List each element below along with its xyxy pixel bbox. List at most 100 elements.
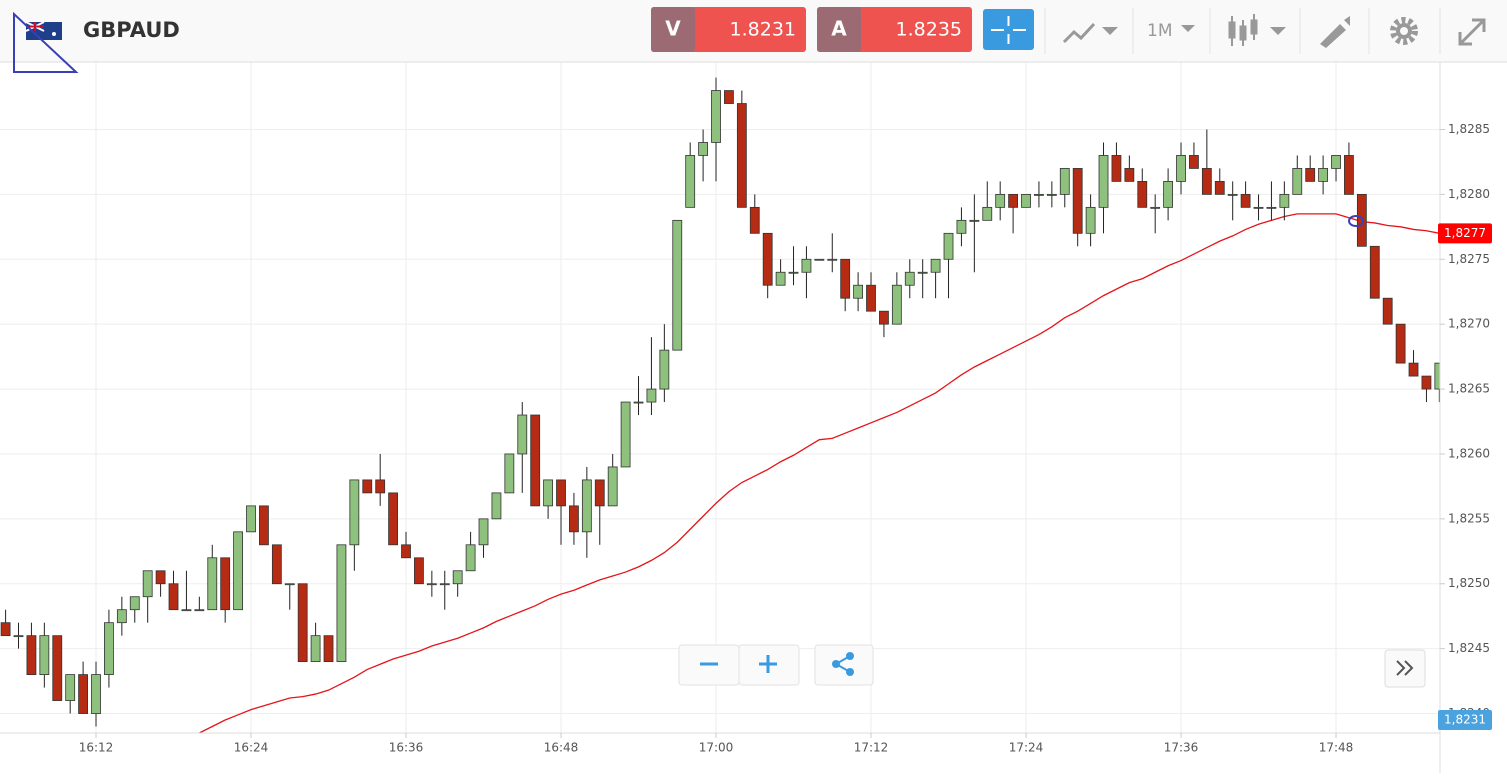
candle-body: [607, 466, 618, 507]
price-badge-label: 1,8277: [1444, 226, 1486, 240]
candle-body: [1085, 206, 1096, 234]
candle-body: [1331, 155, 1341, 169]
candle-body: [401, 544, 411, 559]
scroll-end-button[interactable]: [1384, 649, 1426, 688]
candle-body: [517, 414, 528, 455]
fullscreen-button[interactable]: [1458, 18, 1486, 46]
drawing-triangle: [13, 11, 79, 73]
crosshair-button[interactable]: [983, 9, 1034, 50]
axes: 1,82401,82451,82501,82551,82601,82651,82…: [79, 122, 1490, 755]
x-tick-label: 17:48: [1319, 741, 1354, 755]
y-tick-label: 1,8280: [1448, 187, 1490, 201]
candle-body: [711, 90, 721, 143]
candle-body: [1395, 323, 1406, 364]
x-tick-label: 17:36: [1164, 741, 1199, 755]
candle-body: [1408, 362, 1419, 377]
candle-body: [465, 544, 476, 572]
candle-body: [39, 635, 50, 675]
zoom-in-button[interactable]: [738, 644, 800, 686]
settings-button[interactable]: [1390, 17, 1418, 45]
bid-label: V: [665, 17, 681, 41]
y-tick-label: 1,8260: [1448, 446, 1490, 460]
candle-body: [1227, 193, 1238, 196]
ask-button[interactable]: A 1.8235: [817, 7, 972, 52]
candle-body: [1189, 155, 1199, 169]
candle-body: [853, 284, 864, 299]
x-tick-label: 16:12: [79, 741, 114, 755]
candle-body: [749, 206, 760, 234]
x-tick-label: 16:48: [544, 741, 579, 755]
candle-body: [1046, 193, 1057, 196]
candle-body: [633, 401, 644, 404]
chart-type-button[interactable]: [1062, 22, 1118, 44]
candle-body: [1356, 193, 1367, 247]
candle-body: [1150, 206, 1161, 209]
candle-body: [271, 544, 282, 585]
candle-body: [879, 310, 889, 325]
x-tick-label: 17:00: [699, 741, 734, 755]
candle-body: [646, 388, 657, 403]
candle-body: [426, 583, 437, 586]
candle-body: [1163, 181, 1174, 208]
candle-body: [581, 479, 592, 533]
price-badge: [1438, 710, 1492, 730]
candle-body: [1421, 375, 1432, 390]
candle-body: [685, 155, 696, 208]
candle-body: [478, 518, 489, 546]
candle-style-button[interactable]: [1228, 14, 1286, 46]
candle-body: [556, 479, 566, 507]
share-button[interactable]: [814, 644, 874, 686]
candle-body: [1008, 193, 1019, 208]
zoom-out-button[interactable]: [678, 644, 740, 686]
drawing-button[interactable]: [1320, 16, 1350, 48]
candle-body: [491, 492, 502, 520]
candle-body: [349, 479, 360, 546]
candle-body: [207, 557, 218, 611]
candle-body: [762, 232, 773, 286]
candle-body: [569, 505, 579, 533]
candle-body: [65, 674, 76, 701]
candle-body: [1369, 245, 1380, 299]
candle-body: [181, 609, 192, 612]
candle-body: [982, 206, 993, 221]
timeframe-button[interactable]: 1M: [1147, 21, 1195, 41]
price-badges: 1,8277 1,8231: [1438, 223, 1492, 730]
bid-button[interactable]: V 1.8231: [651, 7, 806, 52]
candle-body: [1253, 206, 1264, 209]
candle-body: [194, 609, 205, 612]
candle-body: [1137, 181, 1148, 208]
x-tick-label: 16:36: [389, 741, 424, 755]
candle-body: [801, 258, 812, 273]
candle-body: [659, 349, 670, 390]
price-badge-label: 1,8231: [1444, 713, 1486, 727]
candle-body: [1072, 168, 1083, 234]
candle-body: [142, 570, 153, 598]
candle-body: [1318, 168, 1329, 182]
toolbar: GBPAUD V 1.8231 A 1.8235 1M: [0, 0, 1507, 73]
candle-body: [969, 219, 980, 222]
symbol: GBPAUD: [83, 18, 180, 42]
candle-body: [220, 557, 231, 611]
candle-body: [155, 570, 166, 585]
candle-body: [775, 271, 786, 286]
ma-marker: [1348, 215, 1364, 227]
candle-body: [736, 103, 747, 208]
candle-body: [504, 453, 515, 494]
y-tick-label: 1,8265: [1448, 382, 1490, 396]
candle-body: [26, 635, 37, 675]
candle-body: [1201, 168, 1212, 195]
candle-body: [91, 674, 101, 714]
candle-body: [943, 232, 954, 260]
candle-body: [866, 284, 876, 312]
candle-body: [336, 544, 347, 663]
candle-body: [375, 479, 386, 494]
candle-body: [297, 583, 308, 663]
candle-body: [104, 622, 114, 675]
candle-body: [840, 258, 851, 299]
x-tick-label: 16:24: [234, 741, 269, 755]
candle-body: [530, 414, 541, 507]
candle-body: [827, 258, 838, 261]
bid-price: 1.8231: [730, 19, 796, 41]
candle-body: [233, 531, 243, 611]
